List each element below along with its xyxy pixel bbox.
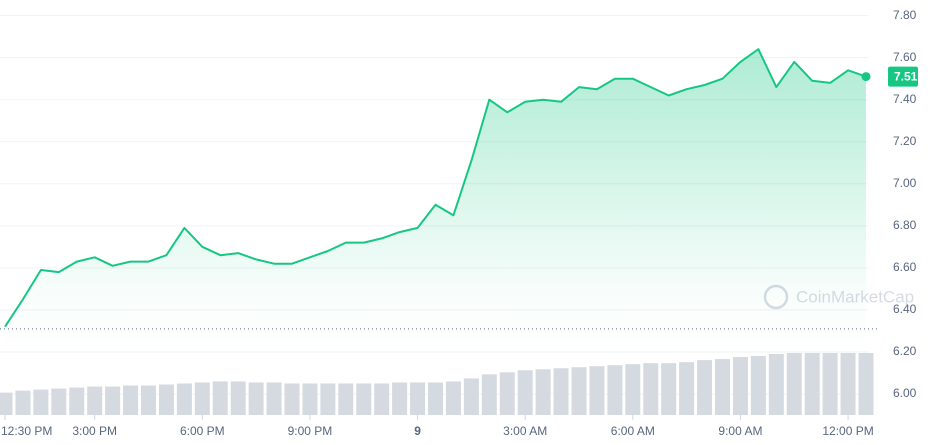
volume-bar — [463, 378, 479, 415]
volume-bar — [320, 383, 336, 415]
y-tick-label: 7.20 — [893, 134, 917, 148]
volume-bar — [158, 384, 174, 415]
volume-bar — [732, 357, 748, 415]
volume-bar — [822, 353, 838, 415]
last-point — [861, 72, 871, 82]
volume-bar — [302, 383, 318, 415]
volume-bar — [786, 353, 802, 415]
volume-bar — [679, 362, 695, 415]
volume-bar — [0, 392, 13, 415]
volume-bar — [804, 353, 820, 415]
volume-bar — [230, 381, 246, 415]
volume-bar — [768, 354, 784, 415]
y-tick-label: 6.60 — [893, 260, 917, 274]
y-tick-label: 7.40 — [893, 92, 917, 106]
volume-bar — [750, 356, 766, 415]
volume-bar — [661, 363, 677, 415]
volume-bar — [356, 383, 372, 415]
volume-bar — [248, 382, 264, 415]
y-tick-label: 6.80 — [893, 218, 917, 232]
volume-bar — [284, 383, 300, 415]
volume-bar — [535, 369, 551, 415]
y-tick-label: 6.40 — [893, 302, 917, 316]
volume-bar — [87, 386, 103, 415]
volume-bar — [266, 382, 282, 415]
volume-bar — [858, 353, 874, 415]
y-tick-label: 6.20 — [893, 344, 917, 358]
x-tick-label: 9 — [414, 424, 421, 438]
volume-bar — [607, 365, 623, 415]
volume-bar — [697, 360, 713, 415]
x-tick-label: 6:00 AM — [611, 424, 655, 438]
y-tick-label: 7.60 — [893, 50, 917, 64]
y-tick-label: 7.80 — [893, 8, 917, 22]
volume-bar — [141, 385, 156, 415]
volume-bar — [374, 383, 390, 415]
volume-bar — [176, 383, 192, 415]
volume-bar — [33, 389, 49, 415]
price-line — [4, 48, 867, 328]
volume-bar — [15, 390, 31, 415]
volume-bar — [715, 359, 730, 415]
volume-bar — [553, 368, 569, 415]
volume-bar — [123, 385, 139, 415]
volume-bar — [643, 363, 659, 415]
volume-bar — [410, 382, 426, 415]
volume-bar — [625, 364, 641, 415]
volume-bar — [840, 353, 856, 415]
x-tick-label: 9:00 PM — [288, 424, 333, 438]
price-area — [5, 49, 866, 355]
price-badge-label: 7.51 — [894, 70, 918, 84]
x-tick-label: 12:00 PM — [822, 424, 873, 438]
y-tick-label: 6.00 — [893, 386, 917, 400]
y-tick-label: 7.00 — [893, 176, 917, 190]
volume-bar — [428, 382, 443, 415]
volume-bar — [51, 388, 67, 415]
x-tick-label: 3:00 AM — [503, 424, 547, 438]
volume-bar — [212, 381, 228, 415]
volume-bar — [499, 372, 515, 415]
volume-bar — [481, 374, 497, 415]
volume-bar — [194, 382, 210, 415]
x-tick-label: 3:00 PM — [72, 424, 117, 438]
volume-bar — [338, 383, 354, 415]
x-tick-label: 9:00 AM — [718, 424, 762, 438]
volume-bar — [105, 386, 121, 415]
x-tick-label: 6:00 PM — [180, 424, 225, 438]
volume-bar — [392, 382, 408, 415]
volume-bar — [445, 381, 461, 415]
x-tick-label: 12:30 PM — [1, 424, 52, 438]
volume-bar — [517, 370, 533, 415]
price-badge — [888, 66, 918, 87]
volume-bar — [571, 367, 587, 415]
volume-bar — [69, 387, 85, 415]
volume-bar — [589, 366, 605, 415]
